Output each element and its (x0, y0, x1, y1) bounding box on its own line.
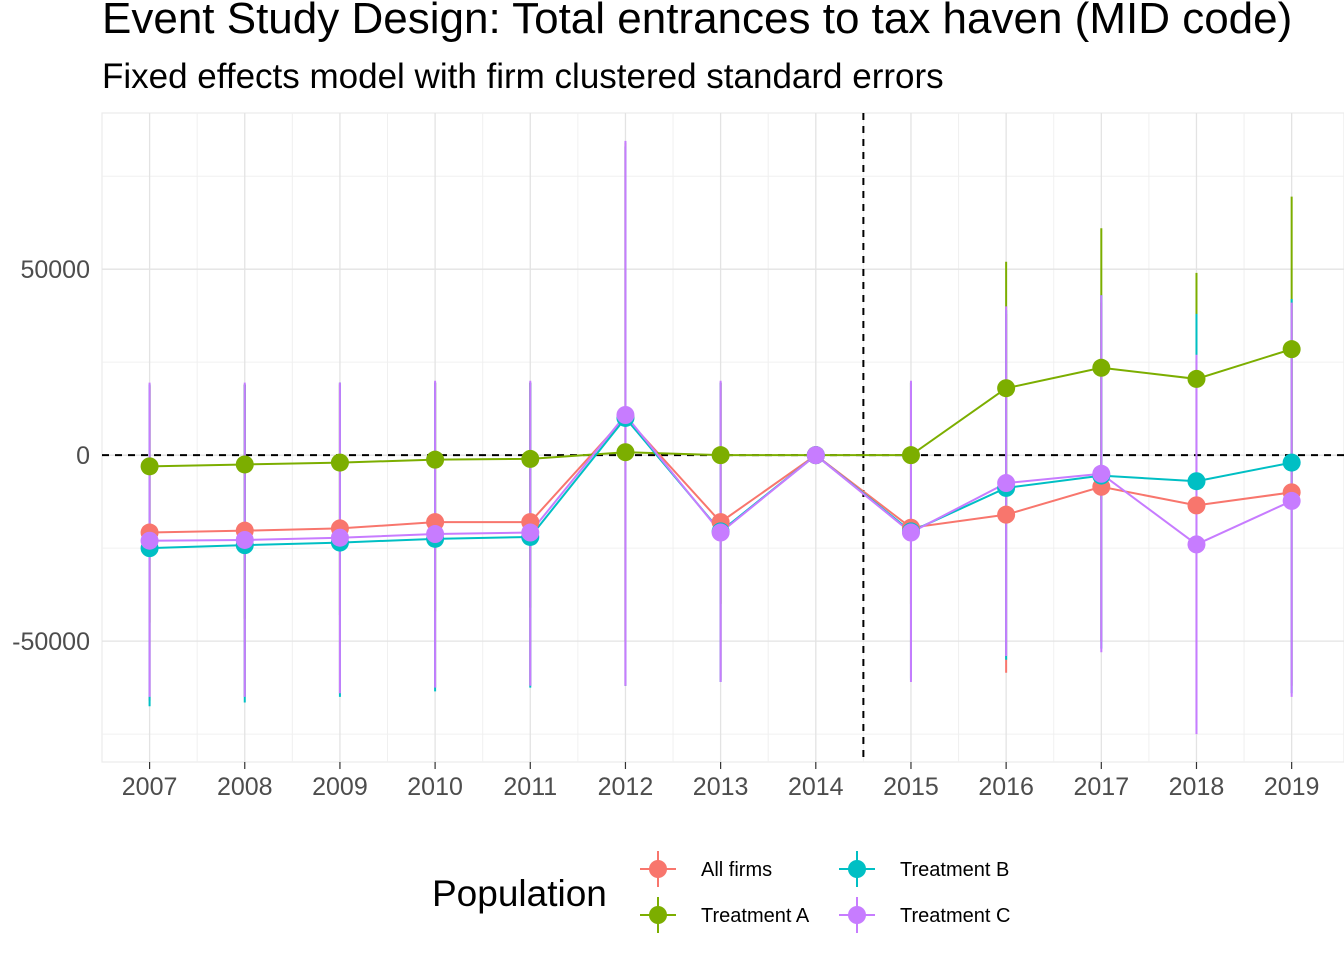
legend-label: Treatment A (701, 905, 810, 927)
x-tick-label: 2017 (1073, 773, 1129, 801)
data-point (521, 523, 540, 542)
x-tick-label: 2008 (217, 773, 273, 801)
legend-item: Treatment A (640, 897, 810, 933)
data-point (330, 528, 349, 547)
x-tick-label: 2011 (503, 773, 557, 801)
data-point (1092, 358, 1111, 377)
legend-key-point (848, 860, 866, 878)
data-point (426, 450, 445, 469)
data-point (235, 455, 254, 474)
data-point (997, 505, 1016, 524)
panel-border (101, 112, 1344, 763)
chart-subtitle: Fixed effects model with firm clustered … (102, 57, 944, 96)
legend-item: Treatment C (839, 897, 1010, 933)
data-point (806, 446, 825, 465)
series-layer (140, 140, 1301, 735)
x-tick-label: 2013 (693, 773, 749, 801)
data-point (616, 443, 635, 462)
x-tick-label: 2018 (1169, 773, 1225, 801)
x-tick-label: 2009 (312, 773, 368, 801)
axes: -50000 0 50000 2007 2008 2009 2010 2011 2012 2013… (12, 256, 1319, 801)
legend-label: Treatment C (900, 905, 1010, 927)
data-point (1187, 472, 1206, 491)
y-tick-label: 50000 (20, 256, 90, 284)
data-point (140, 457, 159, 476)
legend: Population All firms Treatment A Treatment … (432, 851, 1010, 933)
x-tick-label: 2019 (1264, 773, 1320, 801)
reference-lines (102, 113, 1344, 762)
data-point (997, 474, 1016, 493)
legend-item: All firms (640, 851, 772, 887)
x-tick-label: 2012 (598, 773, 654, 801)
data-point (140, 531, 159, 550)
legend-key-point (649, 860, 667, 878)
data-point (616, 405, 635, 424)
legend-key-point (848, 906, 866, 924)
x-tick-label: 2007 (122, 773, 178, 801)
legend-key-point (649, 906, 667, 924)
data-point (997, 379, 1016, 398)
data-point (1282, 340, 1301, 359)
data-point (1187, 369, 1206, 388)
grid-lines (101, 112, 1344, 763)
data-point (1187, 535, 1206, 554)
legend-title: Population (432, 873, 607, 914)
chart-title: Event Study Design: Total entrances to t… (102, 0, 1293, 43)
data-point (901, 446, 920, 465)
data-point (901, 523, 920, 542)
data-point (426, 525, 445, 544)
y-tick-label: -50000 (12, 628, 90, 656)
data-point (235, 530, 254, 549)
data-point (711, 523, 730, 542)
data-point (330, 453, 349, 472)
legend-label: Treatment B (900, 859, 1009, 881)
x-tick-label: 2016 (978, 773, 1034, 801)
x-tick-label: 2014 (788, 773, 844, 801)
y-tick-label: 0 (76, 442, 90, 470)
data-point (1282, 453, 1301, 472)
data-point (1187, 496, 1206, 515)
data-point (1282, 491, 1301, 510)
data-point (711, 446, 730, 465)
data-point (521, 449, 540, 468)
legend-label: All firms (701, 859, 772, 881)
legend-item: Treatment B (839, 851, 1009, 887)
x-tick-label: 2015 (883, 773, 939, 801)
x-tick-label: 2010 (407, 773, 463, 801)
data-point (1092, 464, 1111, 483)
